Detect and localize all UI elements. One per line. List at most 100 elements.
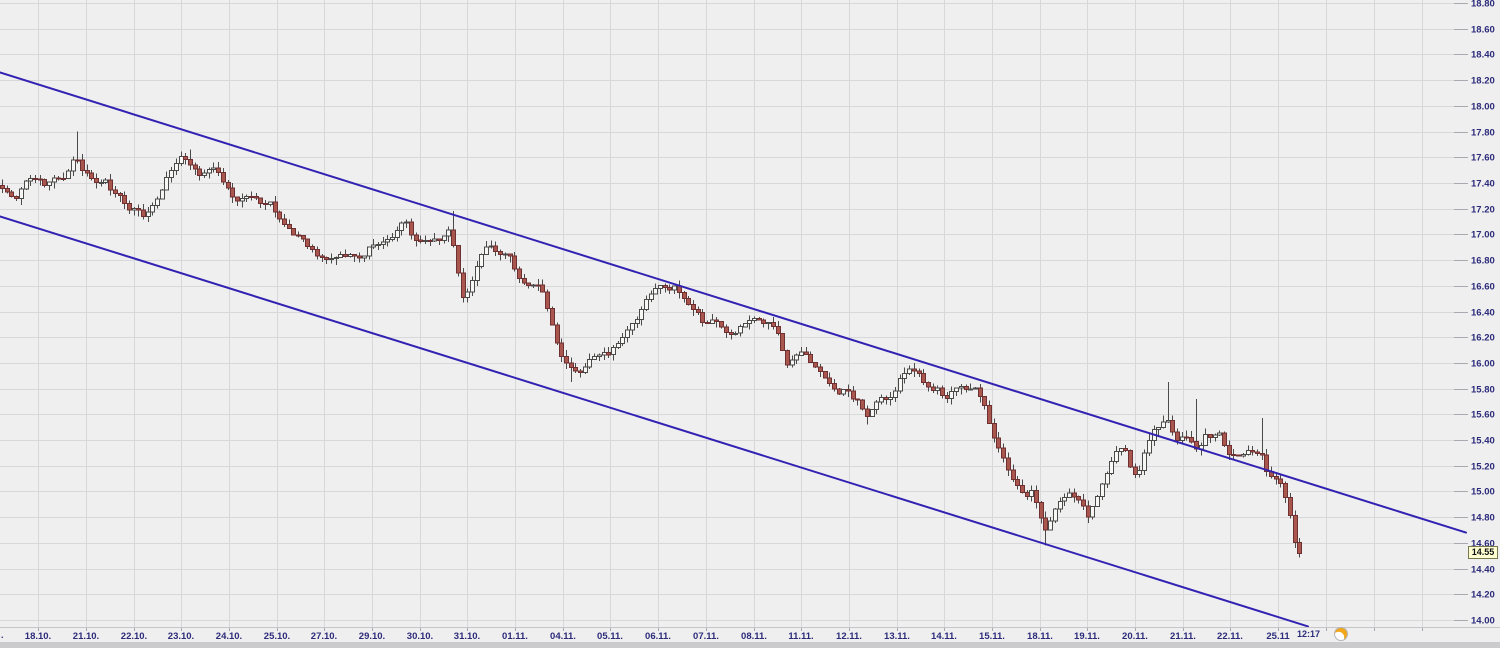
candle-body (945, 395, 950, 400)
candle-body (305, 238, 310, 247)
candle-body (757, 317, 762, 321)
candle-body (1170, 420, 1175, 433)
candle-body (1048, 520, 1053, 531)
candle-body (14, 196, 19, 200)
price-axis[interactable]: 14.00 14.20 14.40 14.60 14.80 15.00 15.20 15.40… (1454, 0, 1495, 627)
candle-body (24, 180, 29, 190)
candle-body (959, 386, 964, 389)
date-tick-label: 24.10. (216, 631, 242, 642)
date-tick-label: 22.11. (1217, 631, 1243, 642)
candle-body (118, 193, 123, 197)
candle-body (1072, 492, 1077, 498)
left-cut-axis-label: . (1, 630, 4, 640)
candle-body (352, 254, 357, 257)
candle-body (85, 170, 90, 174)
candle-body (1029, 489, 1034, 498)
candle-body (940, 387, 945, 397)
candle-body (653, 288, 658, 295)
price-tick-label: 16.40 (1471, 308, 1495, 319)
candle-body (1105, 473, 1110, 485)
candle-body (1039, 502, 1044, 519)
candle-body (254, 196, 259, 199)
candle-body (738, 326, 743, 334)
candle-body (644, 299, 649, 310)
candle-body (1025, 492, 1030, 498)
candle-body (268, 201, 273, 205)
candle-body (1095, 495, 1100, 508)
candle-body (794, 354, 799, 361)
candle-body (1058, 500, 1063, 510)
price-tick-label: 15.20 (1471, 462, 1495, 473)
candle-body (1175, 431, 1180, 441)
candle-body (376, 243, 381, 246)
candle-body (968, 388, 973, 391)
candle-body (813, 362, 818, 368)
candle-body (1062, 496, 1067, 502)
candle-body (696, 309, 701, 314)
date-tick-label: 30.10. (407, 631, 433, 642)
candle-body (808, 354, 813, 364)
date-tick-label: 21.11. (1170, 631, 1196, 642)
candle-body (555, 324, 560, 344)
candle-body (456, 245, 461, 274)
candle-body (982, 396, 987, 406)
candle-body (996, 437, 1001, 449)
candle-body (310, 245, 315, 251)
candle-body (724, 326, 729, 334)
candle-body (879, 396, 884, 403)
channel-upper-line[interactable] (0, 71, 1467, 534)
price-tick-label: 15.60 (1471, 410, 1495, 421)
candle-body (99, 181, 104, 184)
candle-body (465, 291, 470, 299)
price-tick-label: 17.60 (1471, 153, 1495, 164)
candle-body (785, 350, 790, 366)
candle-body (776, 326, 781, 334)
candle-body (540, 284, 545, 293)
candle-body (935, 387, 940, 391)
price-tick-label: 18.40 (1471, 50, 1495, 61)
candle-body (790, 359, 795, 366)
date-tick-label: 06.11. (645, 631, 671, 642)
candle-body (573, 367, 578, 372)
candle-body (1203, 434, 1208, 446)
channel-lower-line[interactable] (0, 215, 1309, 628)
candle-body (127, 203, 132, 211)
candle-body (545, 291, 550, 310)
candle-body (329, 258, 334, 261)
candle-body (418, 239, 423, 242)
candle-body (1260, 452, 1265, 456)
candle-body (33, 177, 38, 180)
candle-body (1222, 432, 1227, 447)
candle-body (799, 351, 804, 356)
candle-body (931, 386, 936, 391)
candle-body (197, 168, 202, 176)
candle-body (315, 249, 320, 257)
candle-body (404, 221, 409, 224)
candle-body (804, 351, 809, 356)
gridlines (0, 0, 1466, 627)
price-tick-label: 18.00 (1471, 102, 1495, 113)
candle-body (1137, 470, 1142, 476)
candle-body (522, 278, 527, 284)
candle-body (771, 322, 776, 327)
candle-body (461, 272, 466, 299)
candle-body (334, 256, 339, 260)
candle-body (150, 205, 155, 213)
candle-body (193, 164, 198, 170)
candle-body (1011, 469, 1016, 480)
candle-body (136, 208, 141, 211)
price-tick-label: 17.40 (1471, 179, 1495, 190)
price-tick-label: 16.60 (1471, 282, 1495, 293)
candle-body (531, 284, 536, 287)
time-axis[interactable]: 18.10. 21.10. 22.10. 23.10. 24.10. 25.10. 27.1… (25, 627, 1423, 642)
candle-body (691, 304, 696, 311)
candle-body (747, 320, 752, 324)
candle-body (367, 246, 372, 257)
date-tick-label: 19.11. (1074, 631, 1100, 642)
candle-body (1114, 451, 1119, 463)
candle-body (1090, 506, 1095, 518)
candle-body (42, 179, 47, 186)
date-tick-label: 25.11 (1266, 631, 1290, 642)
candle-body (103, 179, 108, 183)
